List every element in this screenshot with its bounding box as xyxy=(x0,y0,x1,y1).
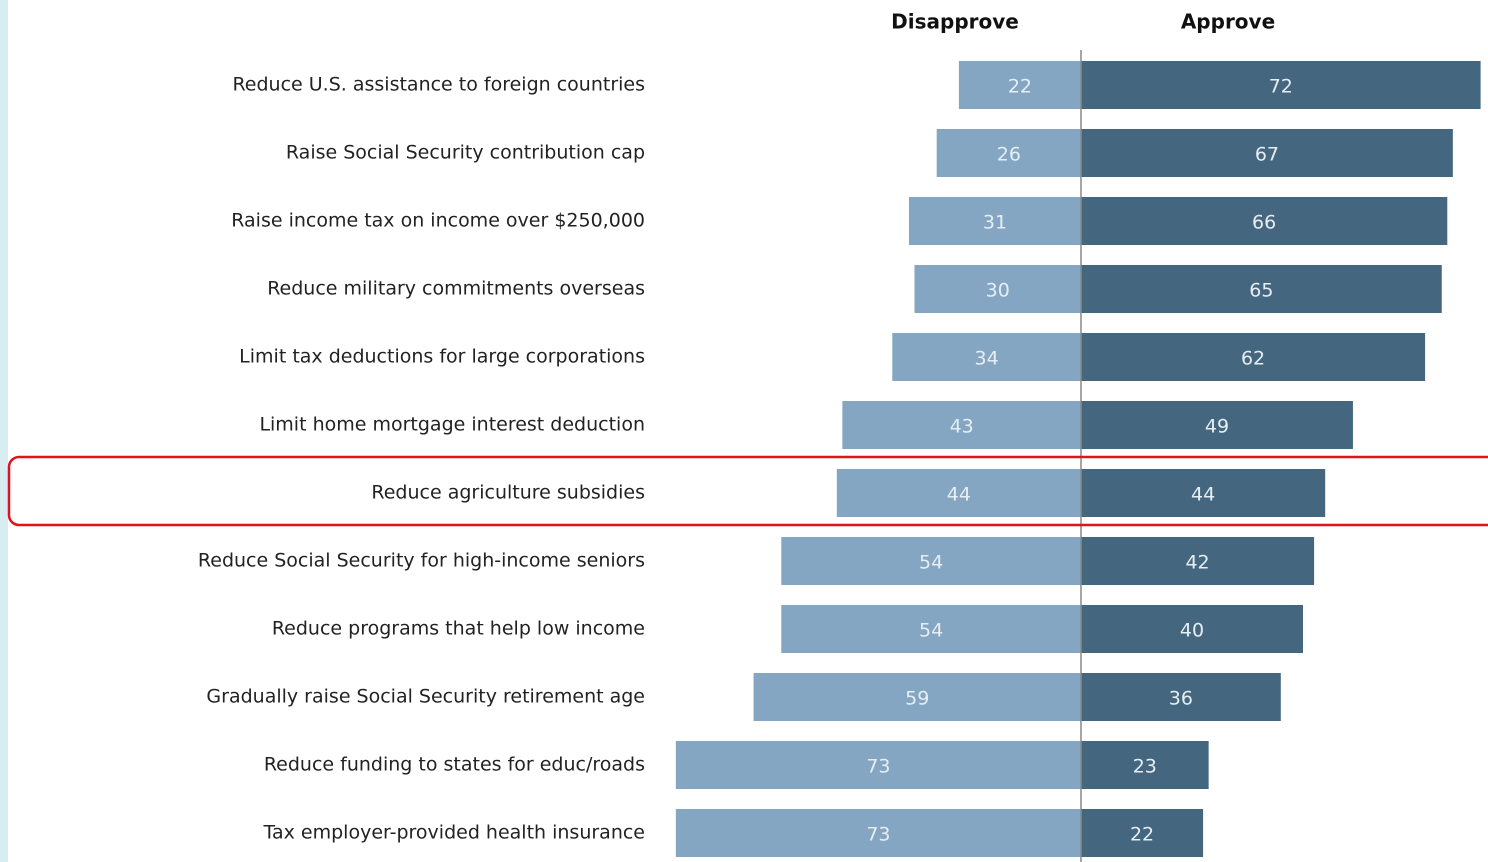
category-label: Gradually raise Social Security retireme… xyxy=(206,686,645,708)
value-label: 22 xyxy=(1130,824,1154,846)
highlight-box xyxy=(7,455,1488,527)
value-label: 36 xyxy=(1169,688,1193,710)
value-label: 67 xyxy=(1255,144,1279,166)
bar xyxy=(936,129,1081,177)
value-label: 62 xyxy=(1241,348,1265,370)
bar xyxy=(1081,61,1481,109)
category-label: Tax employer-provided health insurance xyxy=(263,822,645,844)
bar xyxy=(1081,129,1453,177)
category-label: Reduce Social Security for high-income s… xyxy=(198,550,645,572)
bars: Reduce U.S. assistance to foreign countr… xyxy=(198,61,1481,857)
bar xyxy=(1081,605,1303,653)
category-label: Reduce programs that help low income xyxy=(272,618,645,640)
bar xyxy=(892,333,1081,381)
category-label: Reduce funding to states for educ/roads xyxy=(264,754,645,776)
value-label: 42 xyxy=(1185,552,1209,574)
category-label: Limit home mortgage interest deduction xyxy=(259,414,645,436)
category-label: Reduce military commitments overseas xyxy=(267,278,645,300)
bar xyxy=(675,809,1081,857)
category-label: Limit tax deductions for large corporati… xyxy=(239,346,645,368)
value-label: 44 xyxy=(947,484,971,506)
value-label: 73 xyxy=(866,756,890,778)
value-label: 73 xyxy=(866,824,890,846)
value-label: 44 xyxy=(1191,484,1215,506)
category-label: Raise income tax on income over $250,000 xyxy=(231,210,645,232)
value-label: 43 xyxy=(950,416,974,438)
value-label: 22 xyxy=(1008,76,1032,98)
bar xyxy=(908,197,1081,245)
bar xyxy=(1081,809,1204,857)
bar xyxy=(781,605,1081,653)
value-label: 34 xyxy=(975,348,999,370)
value-label: 65 xyxy=(1249,280,1273,302)
category-label: Reduce agriculture subsidies xyxy=(371,482,645,504)
value-label: 54 xyxy=(919,620,943,642)
value-label: 66 xyxy=(1252,212,1276,234)
value-label: 23 xyxy=(1133,756,1157,778)
bar xyxy=(958,61,1081,109)
value-label: 31 xyxy=(983,212,1007,234)
series-header: Disapprove xyxy=(891,10,1019,34)
category-label: Raise Social Security contribution cap xyxy=(286,142,645,164)
series-header: Approve xyxy=(1181,10,1275,34)
bar xyxy=(1081,537,1315,585)
category-label: Reduce U.S. assistance to foreign countr… xyxy=(232,74,645,96)
bar xyxy=(1081,673,1281,721)
bar xyxy=(836,469,1081,517)
value-label: 49 xyxy=(1205,416,1229,438)
value-label: 30 xyxy=(986,280,1010,302)
bar xyxy=(1081,401,1353,449)
value-label: 54 xyxy=(919,552,943,574)
bar xyxy=(753,673,1081,721)
bar xyxy=(1081,265,1442,313)
value-label: 26 xyxy=(997,144,1021,166)
bar xyxy=(675,741,1081,789)
value-label: 59 xyxy=(905,688,929,710)
bar xyxy=(914,265,1081,313)
bar xyxy=(842,401,1081,449)
bar xyxy=(1081,333,1426,381)
bar xyxy=(1081,469,1326,517)
bar xyxy=(1081,197,1448,245)
bar xyxy=(1081,741,1209,789)
bar xyxy=(781,537,1081,585)
value-label: 40 xyxy=(1180,620,1204,642)
side-strip xyxy=(0,0,8,862)
value-label: 72 xyxy=(1269,76,1293,98)
